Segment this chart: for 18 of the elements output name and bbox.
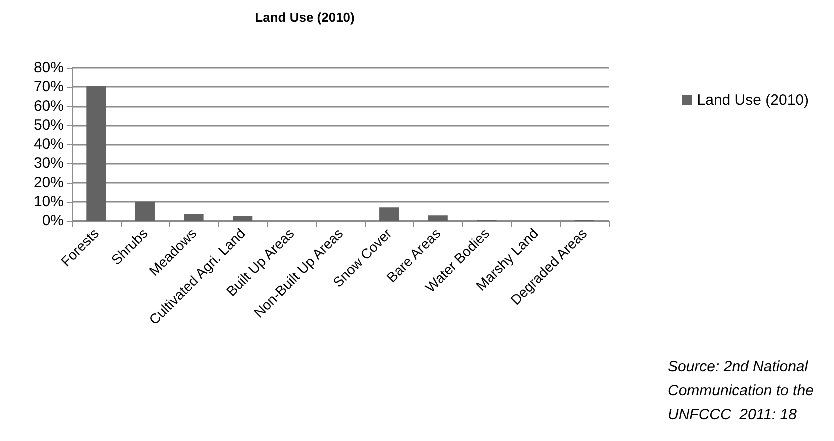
bar <box>233 216 253 221</box>
source-note: Source: 2nd National Communication to the UNFCCC 2011: 18 <box>668 358 818 424</box>
chart-title: Land Use (2010) <box>255 10 355 25</box>
y-tick-label: 20% <box>34 174 64 192</box>
legend-label: Land Use (2010) <box>697 92 810 109</box>
bar <box>380 208 400 221</box>
bar <box>135 202 155 221</box>
y-tick-label: 70% <box>34 78 64 96</box>
y-tick-label: 0% <box>42 212 64 230</box>
y-tick-label: 10% <box>34 193 64 210</box>
y-tick-label: 80% <box>34 60 64 76</box>
y-tick-label: 40% <box>34 136 64 153</box>
bar <box>86 86 106 221</box>
y-tick-label: 30% <box>34 155 64 172</box>
bar <box>428 216 448 221</box>
y-tick-label: 60% <box>34 98 64 115</box>
bar <box>184 214 204 221</box>
y-tick-label: 50% <box>34 116 64 134</box>
